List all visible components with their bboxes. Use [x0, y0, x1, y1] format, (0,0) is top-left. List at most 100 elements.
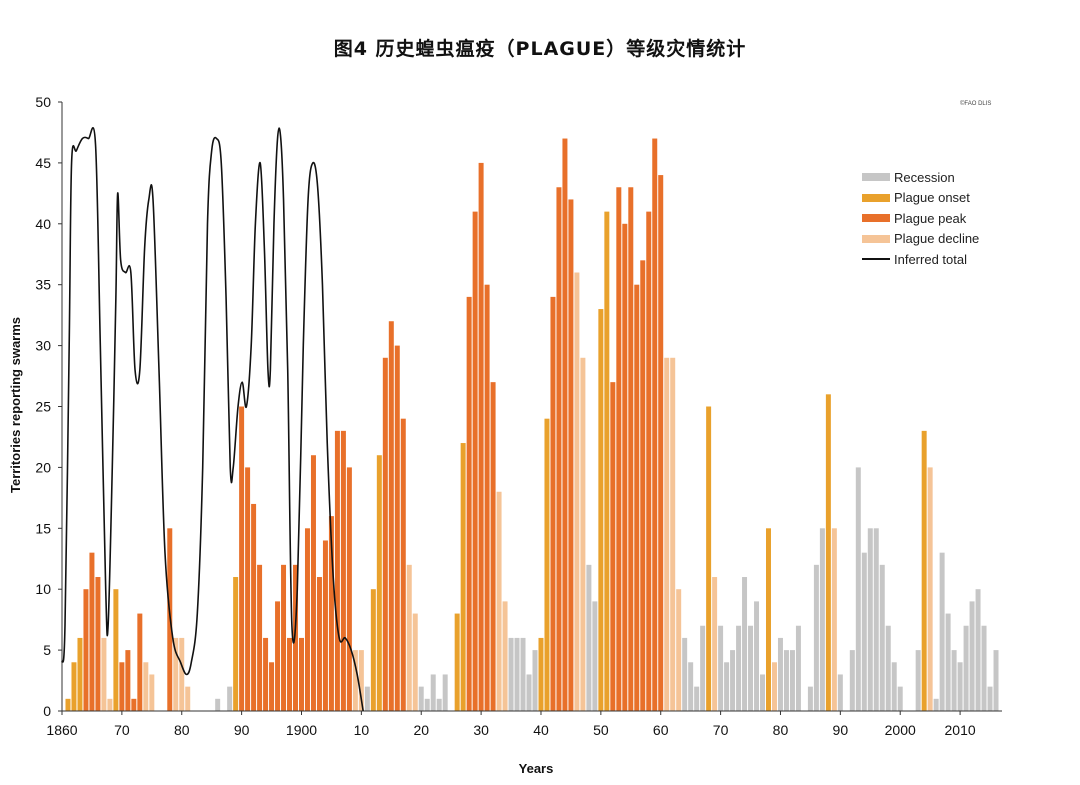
bar-1994-recession	[861, 552, 867, 711]
bar-1920-recession	[418, 686, 424, 711]
bar-2003-recession	[915, 650, 921, 711]
y-tick-label: 35	[35, 277, 51, 293]
legend-swatch-decline	[862, 234, 890, 243]
y-tick-label: 15	[35, 520, 51, 536]
legend-item-total: Inferred total	[862, 249, 979, 270]
bar-1948-recession	[586, 564, 592, 711]
bar-1941-onset	[544, 418, 550, 711]
bar-1933-decline	[496, 491, 502, 711]
source-credit: ©FAO DLIS	[960, 101, 992, 107]
bar-1980-recession	[777, 637, 783, 711]
y-tick-label: 30	[35, 338, 51, 354]
bar-1965-recession	[688, 662, 694, 711]
bar-1861-onset	[65, 698, 71, 711]
bar-1949-recession	[592, 601, 598, 711]
bar-1954-peak	[622, 223, 628, 712]
bar-1979-decline	[771, 662, 777, 711]
bar-series	[65, 138, 999, 712]
bar-1937-recession	[520, 637, 526, 711]
bar-2007-recession	[939, 552, 945, 711]
y-axis-title: Territories reporting swarms	[8, 317, 23, 493]
bar-1951-onset	[604, 211, 610, 711]
bar-1970-recession	[718, 625, 724, 711]
bar-1932-peak	[490, 382, 496, 711]
bar-2008-recession	[945, 613, 951, 711]
x-tick-label: 90	[234, 722, 250, 738]
bar-1969-decline	[712, 577, 718, 711]
bar-2016-recession	[993, 650, 999, 711]
y-tick-label: 0	[43, 703, 51, 719]
bar-1997-recession	[879, 564, 885, 711]
bar-1946-decline	[574, 272, 580, 711]
legend-swatch-recession	[862, 173, 890, 182]
bar-1976-recession	[754, 601, 760, 711]
bar-1865-peak	[89, 552, 95, 711]
bar-1907-peak	[340, 430, 346, 711]
bar-1880-decline	[179, 637, 185, 711]
x-tick-label: 20	[413, 722, 429, 738]
legend-item-recession: Recession	[862, 167, 979, 188]
bar-1872-peak	[131, 698, 137, 711]
bar-1926-onset	[454, 613, 460, 711]
bar-1999-recession	[891, 662, 897, 711]
bar-1904-peak	[322, 540, 328, 711]
bar-1981-recession	[783, 650, 789, 711]
legend-line-total	[862, 258, 890, 261]
bar-1889-onset	[233, 577, 239, 711]
bar-1899-peak	[293, 564, 298, 711]
x-tick-label: 2000	[885, 722, 916, 738]
bar-1966-recession	[694, 686, 700, 711]
y-tick-label: 45	[35, 155, 51, 171]
legend-item-onset: Plague onset	[862, 188, 979, 209]
bar-1936-recession	[514, 637, 520, 711]
legend-swatch-peak	[862, 214, 890, 223]
bar-1955-peak	[628, 187, 634, 711]
bar-1910-decline	[358, 650, 364, 711]
bar-2013-recession	[975, 589, 981, 711]
x-axis-title: Years	[519, 761, 554, 776]
bar-1896-peak	[275, 601, 281, 711]
bar-1950-onset	[598, 309, 604, 711]
bar-1915-peak	[388, 321, 394, 711]
bar-1918-decline	[406, 564, 412, 711]
bar-1862-onset	[71, 662, 77, 711]
bar-1992-recession	[849, 650, 855, 711]
bar-1952-peak	[610, 382, 616, 711]
bar-1873-peak	[137, 613, 143, 711]
bar-1945-peak	[568, 199, 574, 711]
x-tick-label: 90	[833, 722, 849, 738]
bar-1875-decline	[149, 674, 155, 711]
bar-1870-peak	[119, 662, 125, 711]
bar-1916-peak	[394, 345, 400, 711]
bar-1993-recession	[855, 467, 861, 711]
bar-1940-onset	[538, 637, 544, 711]
bar-1938-recession	[526, 674, 532, 711]
legend-label-recession: Recession	[894, 169, 955, 185]
bar-1968-onset	[706, 406, 712, 711]
bar-2006-recession	[933, 698, 939, 711]
bar-1958-peak	[646, 211, 652, 711]
bar-1890-peak	[239, 406, 245, 711]
bar-1944-peak	[562, 138, 568, 712]
x-tick-label: 70	[114, 722, 130, 738]
bar-1987-recession	[819, 528, 825, 711]
x-tick-label: 80	[773, 722, 789, 738]
legend-label-peak: Plague peak	[894, 210, 967, 226]
bar-1868-decline	[107, 698, 113, 711]
bar-1921-recession	[424, 698, 430, 711]
bar-1924-recession	[442, 674, 448, 711]
bar-2015-recession	[987, 686, 993, 711]
bar-1957-peak	[640, 260, 646, 711]
bar-1881-decline	[185, 686, 191, 711]
x-tick-label: 80	[174, 722, 190, 738]
bar-1867-decline	[101, 637, 107, 711]
bar-1963-decline	[676, 589, 682, 711]
bar-1912-onset	[370, 589, 376, 711]
bar-1977-recession	[760, 674, 766, 711]
bar-2005-decline	[927, 467, 933, 711]
bar-1913-onset	[376, 455, 382, 711]
x-tick-label: 40	[533, 722, 549, 738]
y-tick-label: 20	[35, 459, 51, 475]
legend-swatch-onset	[862, 193, 890, 202]
